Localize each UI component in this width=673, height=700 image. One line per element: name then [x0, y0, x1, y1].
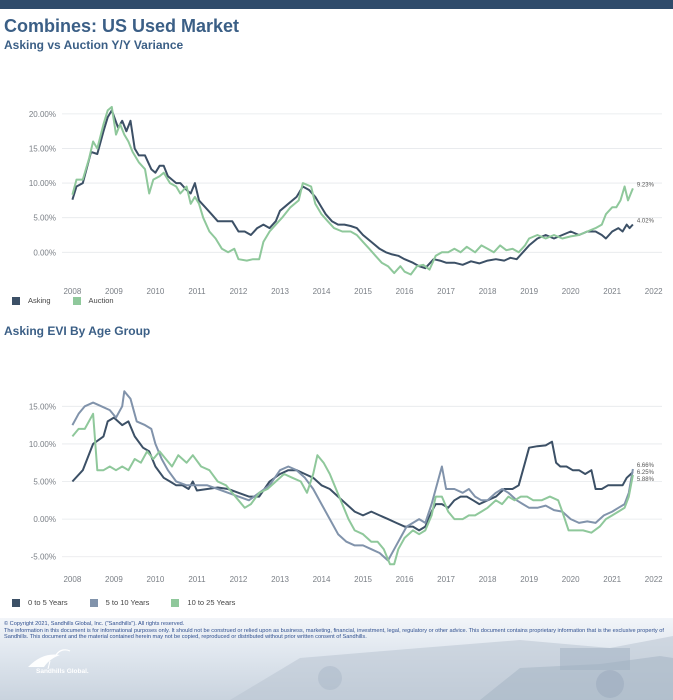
chart1-legend: Asking Auction	[12, 296, 136, 305]
chart1-end-value-label: 9.23%	[637, 182, 655, 188]
footer-background	[0, 618, 673, 700]
legend-item-auction: Auction	[72, 296, 114, 305]
legend-swatch-auction	[72, 296, 81, 305]
asking-vs-auction-chart: 0.00% 5.00% 10.00% 15.00% 20.00% 2008 2009 2010…	[29, 105, 663, 296]
chart2-xtick-label: 2017	[437, 575, 455, 584]
chart1-xtick-label: 2014	[313, 287, 331, 296]
chart1-ytick-label: 5.00%	[33, 214, 56, 223]
footer-copyright: © Copyright 2021, Sandhills Global, Inc.…	[4, 621, 185, 627]
chart2-ytick-label: 10.00%	[29, 440, 56, 449]
legend-item-0-5: 0 to 5 Years	[12, 598, 68, 607]
legend-swatch-10-25	[171, 598, 180, 607]
legend-label-auction: Auction	[88, 296, 114, 305]
legend-swatch-asking	[12, 296, 20, 305]
asking-evi-by-age-chart: -5.00% 0.00% 5.00% 10.00% 15.00% 2008 2009 2010…	[29, 390, 663, 584]
legend-label-asking: Asking	[28, 296, 51, 305]
chart2-xtick-label: 2008	[63, 575, 81, 584]
chart2-title: Asking EVI By Age Group	[4, 324, 151, 338]
sandhills-logo	[26, 647, 76, 674]
chart2-end-value-label: 5.88%	[637, 477, 655, 483]
legend-swatch-5-10	[89, 598, 98, 607]
chart2-xtick-label: 2021	[603, 575, 621, 584]
chart1-ytick-label: 20.00%	[29, 110, 56, 119]
legend-item-asking: Asking	[12, 296, 51, 305]
chart1-title: Asking vs Auction Y/Y Variance	[4, 38, 184, 52]
chart2-end-value-label: 6.25%	[637, 470, 655, 476]
top-banner-bar	[0, 0, 673, 9]
chart1-xtick-label: 2016	[396, 287, 414, 296]
legend-label-10-25: 10 to 25 Years	[187, 598, 236, 607]
page-title: Combines: US Used Market	[4, 16, 240, 36]
chart1-xtick-label: 2008	[63, 287, 81, 296]
chart1-xtick-label: 2010	[147, 287, 165, 296]
chart1-xtick-label: 2009	[105, 287, 123, 296]
chart1-xtick-label: 2017	[437, 287, 455, 296]
chart2-ytick-label: 15.00%	[29, 402, 56, 411]
legend-label-5-10: 5 to 10 Years	[105, 598, 150, 607]
chart2-xtick-label: 2010	[147, 575, 165, 584]
chart2-series-line-0	[71, 416, 634, 532]
chart2-xtick-label: 2019	[520, 575, 538, 584]
chart1-xtick-label: 2022	[645, 287, 663, 296]
crane-logo-icon	[28, 649, 71, 670]
chart2-xtick-label: 2015	[354, 575, 372, 584]
chart1-xtick-label: 2012	[230, 287, 248, 296]
chart2-ytick-label: 0.00%	[33, 515, 56, 524]
footer-disclaimer: © Copyright 2021, Sandhills Global, Inc.…	[4, 621, 669, 641]
chart1-xtick-label: 2013	[271, 287, 289, 296]
chart2-ytick-label: 5.00%	[33, 478, 56, 487]
footer-logo-text: Sandhills Global.	[36, 668, 89, 675]
legend-label-0-5: 0 to 5 Years	[28, 598, 68, 607]
chart1-xtick-label: 2018	[479, 287, 497, 296]
chart2-xtick-label: 2016	[396, 575, 414, 584]
chart2-xtick-label: 2012	[230, 575, 248, 584]
chart1-xtick-label: 2021	[603, 287, 621, 296]
chart1-xtick-label: 2020	[562, 287, 580, 296]
chart1-xtick-label: 2019	[520, 287, 538, 296]
chart2-series-line-2	[71, 412, 634, 566]
chart2-xtick-label: 2020	[562, 575, 580, 584]
chart2-xtick-label: 2018	[479, 575, 497, 584]
legend-swatch-0-5	[12, 598, 20, 607]
legend-item-5-10: 5 to 10 Years	[89, 598, 150, 607]
chart2-xtick-label: 2022	[645, 575, 663, 584]
chart1-ytick-label: 10.00%	[29, 179, 56, 188]
chart2-legend: 0 to 5 Years 5 to 10 Years 10 to 25 Year…	[12, 598, 257, 607]
chart1-xtick-label: 2015	[354, 287, 372, 296]
chart2-ytick-label: -5.00%	[31, 553, 56, 562]
chart1-xtick-label: 2011	[188, 287, 206, 296]
chart1-ytick-label: 15.00%	[29, 144, 56, 153]
chart1-end-value-label: 4.02%	[637, 218, 655, 224]
chart2-end-value-label: 6.66%	[637, 463, 655, 469]
chart2-series-line-1	[71, 390, 634, 562]
chart2-xtick-label: 2011	[188, 575, 206, 584]
footer-machinery-illustration	[230, 636, 673, 700]
chart1-series-line-1	[71, 105, 634, 276]
footer-disclaimer-text: The information in this document is for …	[4, 627, 664, 641]
chart2-xtick-label: 2009	[105, 575, 123, 584]
chart2-xtick-label: 2013	[271, 575, 289, 584]
legend-item-10-25: 10 to 25 Years	[171, 598, 235, 607]
chart1-ytick-label: 0.00%	[33, 248, 56, 257]
chart1-series-line-0	[71, 109, 634, 270]
chart2-xtick-label: 2014	[313, 575, 331, 584]
